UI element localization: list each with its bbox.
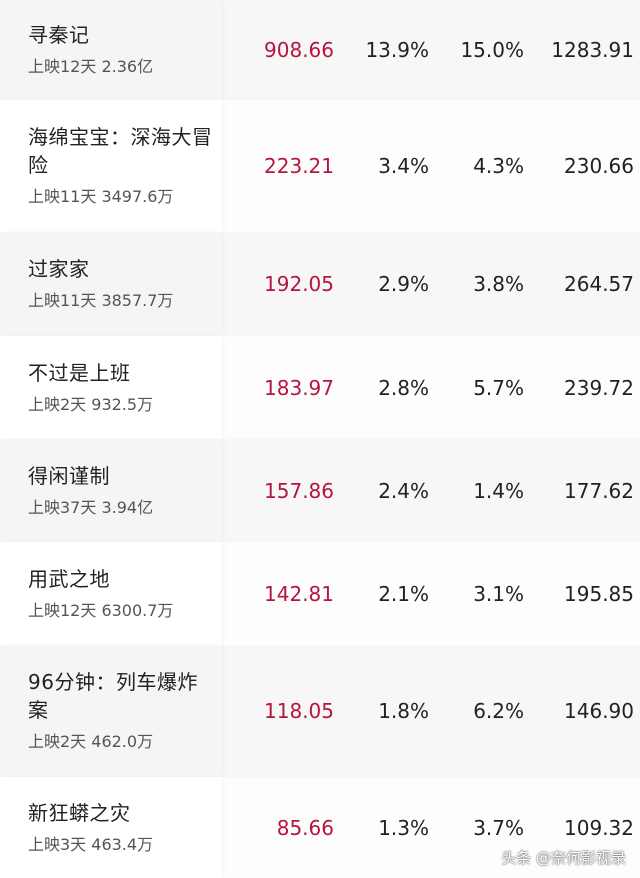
daily-box-office: 183.97 (264, 375, 334, 400)
box-office-share: 1.3% (378, 815, 429, 840)
movie-release-info: 上映12天 2.36亿 (28, 57, 154, 76)
movie-name-cell: 寻秦记 上映12天 2.36亿 (0, 0, 222, 100)
movie-row[interactable]: 寻秦记 上映12天 2.36亿 908.66 13.9% 15.0% 1283.… (0, 0, 640, 100)
movie-row[interactable]: 用武之地 上映12天 6300.7万 142.81 2.1% 3.1% 195.… (0, 542, 640, 645)
movie-row[interactable]: 得闲谨制 上映37天 3.94亿 157.86 2.4% 1.4% 177.62 (0, 439, 640, 542)
box-office-share: 3.4% (378, 154, 429, 178)
movie-row[interactable]: 海绵宝宝：深海大冒险 上映11天 3497.6万 223.21 3.4% 4.3… (0, 100, 640, 232)
movie-release-info: 上映3天 463.4万 (28, 834, 154, 854)
screening-share: 3.1% (473, 581, 524, 606)
screening-share: 3.8% (473, 272, 524, 296)
movie-release-info: 上映12天 6300.7万 (28, 600, 174, 620)
daily-box-office: 142.81 (264, 581, 334, 606)
movie-name-cell: 得闲谨制 上映37天 3.94亿 (0, 439, 222, 542)
daily-box-office: 85.66 (276, 815, 334, 840)
movie-release-info: 上映2天 462.0万 (28, 732, 154, 751)
movie-title: 得闲谨制 (28, 463, 110, 488)
daily-box-office: 908.66 (264, 38, 334, 62)
daily-box-office: 192.05 (264, 272, 334, 296)
movie-title: 不过是上班 (28, 360, 131, 385)
movie-row[interactable]: 96分钟：列车爆炸案 上映2天 462.0万 118.05 1.8% 6.2% … (0, 645, 640, 777)
movie-name-cell: 不过是上班 上映2天 932.5万 (0, 336, 222, 439)
screening-share: 15.0% (460, 38, 524, 62)
movie-name-cell: 新狂蟒之灾 上映3天 463.4万 (0, 777, 222, 878)
comprehensive-value: 146.90 (564, 699, 634, 723)
comprehensive-value: 195.85 (564, 581, 634, 606)
movie-row[interactable]: 过家家 上映11天 3857.7万 192.05 2.9% 3.8% 264.5… (0, 232, 640, 336)
movie-row[interactable]: 新狂蟒之灾 上映3天 463.4万 85.66 1.3% 3.7% 109.32 (0, 777, 640, 878)
watermark: 头条 @奈何影视录 (501, 849, 626, 867)
box-office-share: 2.1% (378, 581, 429, 606)
box-office-share: 1.8% (378, 699, 429, 723)
screening-share: 4.3% (473, 154, 524, 178)
movie-name-cell: 过家家 上映11天 3857.7万 (0, 232, 222, 336)
daily-box-office: 157.86 (264, 478, 334, 503)
daily-box-office: 223.21 (264, 154, 334, 178)
box-office-share: 2.9% (378, 272, 429, 296)
movie-title: 寻秦记 (28, 23, 90, 47)
comprehensive-value: 230.66 (564, 154, 634, 178)
comprehensive-value: 1283.91 (551, 38, 634, 62)
comprehensive-value: 109.32 (564, 815, 634, 840)
screening-share: 3.7% (473, 815, 524, 840)
movie-name-cell: 96分钟：列车爆炸案 上映2天 462.0万 (0, 645, 222, 777)
comprehensive-value: 239.72 (564, 375, 634, 400)
movie-title: 过家家 (28, 257, 90, 281)
daily-box-office: 118.05 (264, 699, 334, 723)
comprehensive-value: 264.57 (564, 272, 634, 296)
movie-release-info: 上映11天 3497.6万 (28, 187, 174, 206)
movie-release-info: 上映11天 3857.7万 (28, 291, 174, 310)
screening-share: 1.4% (473, 478, 524, 503)
box-office-share: 2.4% (378, 478, 429, 503)
movie-row[interactable]: 不过是上班 上映2天 932.5万 183.97 2.8% 5.7% 239.7… (0, 336, 640, 439)
movie-title: 用武之地 (28, 566, 110, 591)
comprehensive-value: 177.62 (564, 478, 634, 503)
screening-share: 5.7% (473, 375, 524, 400)
movie-release-info: 上映2天 932.5万 (28, 394, 154, 414)
screening-share: 6.2% (473, 699, 524, 723)
movie-name-cell: 用武之地 上映12天 6300.7万 (0, 542, 222, 645)
box-office-share: 13.9% (365, 38, 429, 62)
movie-name-cell: 海绵宝宝：深海大冒险 上映11天 3497.6万 (0, 100, 222, 232)
movie-title: 新狂蟒之灾 (28, 800, 131, 825)
movie-title: 96分钟：列车爆炸案 (28, 670, 198, 722)
box-office-share: 2.8% (378, 375, 429, 400)
movie-title: 海绵宝宝：深海大冒险 (28, 125, 213, 177)
movie-release-info: 上映37天 3.94亿 (28, 497, 154, 517)
